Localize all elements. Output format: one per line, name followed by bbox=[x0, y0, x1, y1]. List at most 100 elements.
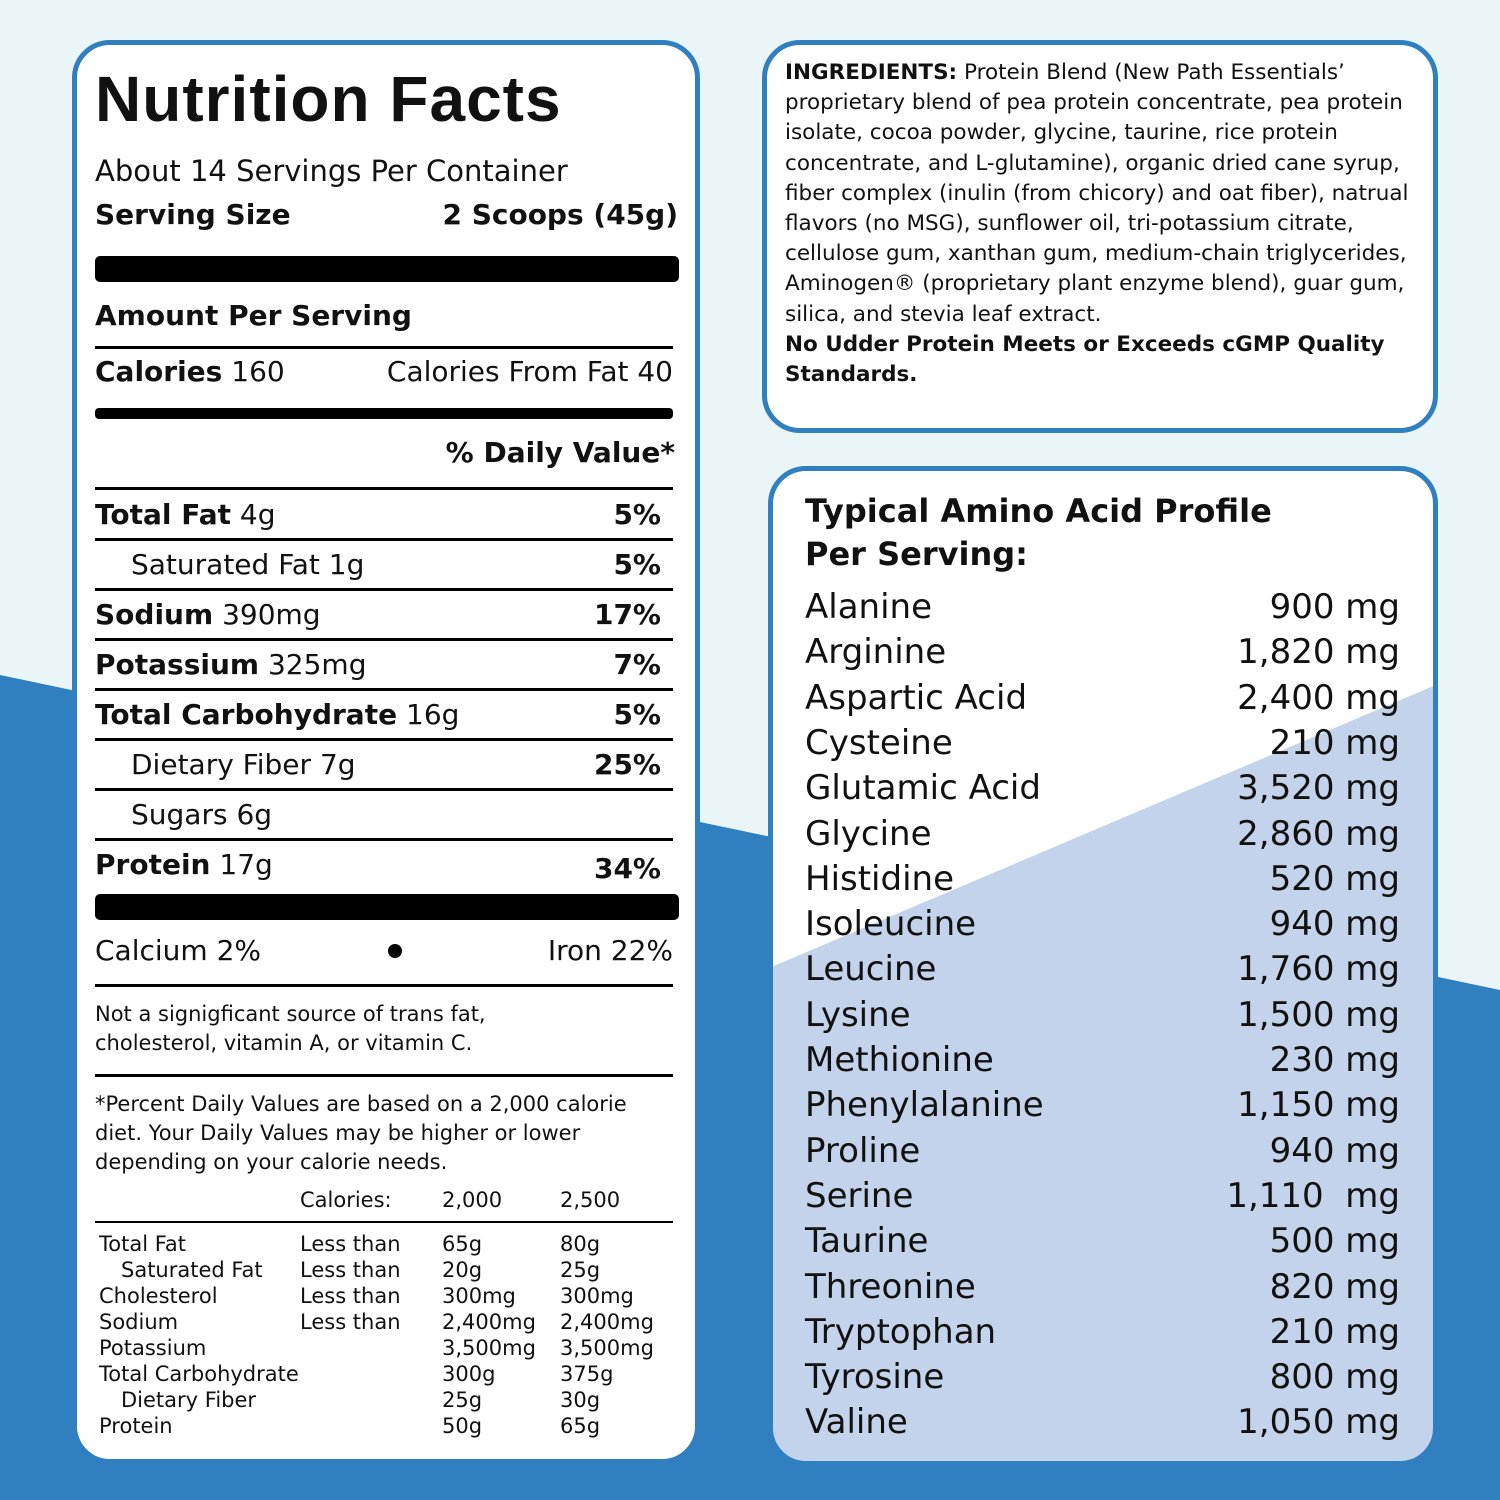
amino-name: Leucine bbox=[805, 949, 937, 990]
amino-name: Phenylalanine bbox=[805, 1085, 1044, 1126]
footnote: *Percent Daily Values are based on a 2,0… bbox=[95, 1092, 627, 1174]
nutrient-dv: 25% bbox=[593, 748, 661, 781]
nutrition-title: Nutrition Facts bbox=[95, 63, 562, 135]
dv-header: 2,500 bbox=[560, 1188, 621, 1212]
amino-amount: 940 mg bbox=[1269, 1130, 1400, 1171]
calories: Calories 160 bbox=[95, 355, 285, 388]
amino-amount: 210 mg bbox=[1269, 722, 1400, 763]
dv-nutrient: Dietary Fiber bbox=[121, 1388, 257, 1412]
rule bbox=[95, 688, 673, 691]
dv-cell: Less than bbox=[300, 1284, 401, 1308]
amino-amount: 1,500 mg bbox=[1237, 994, 1400, 1035]
amino-amount: 2,860 mg bbox=[1237, 813, 1400, 854]
rule bbox=[95, 984, 673, 987]
amino-amount: 800 mg bbox=[1269, 1357, 1400, 1398]
rule bbox=[95, 1074, 673, 1077]
dv-cell: 25g bbox=[442, 1388, 483, 1412]
rule bbox=[95, 788, 673, 791]
dv-cell: 3,500mg bbox=[560, 1336, 654, 1360]
dv-cell: 300mg bbox=[442, 1284, 516, 1308]
nutrient-label: Sodium bbox=[95, 598, 214, 631]
nutrient-dv: 5% bbox=[613, 548, 661, 581]
dv-header: Calories: bbox=[300, 1188, 392, 1212]
amino-amount: 520 mg bbox=[1269, 858, 1400, 899]
nutrient-row: Saturated Fat 1g 5% bbox=[95, 540, 661, 590]
dv-cell: 300g bbox=[442, 1362, 496, 1386]
amino-amount: 3,520 mg bbox=[1237, 768, 1400, 809]
amino-name: Glutamic Acid bbox=[805, 768, 1041, 809]
nutrient-amount: 17g bbox=[219, 848, 273, 881]
calories-from-fat: Calories From Fat 40 bbox=[386, 355, 673, 388]
amino-name: Arginine bbox=[805, 632, 947, 673]
dv-cell: 30g bbox=[560, 1388, 601, 1412]
amino-amount: 900 mg bbox=[1269, 587, 1400, 627]
nutrient-amount: 325mg bbox=[267, 648, 367, 681]
rule bbox=[95, 838, 673, 841]
ingredients-label: INGREDIENTS: bbox=[785, 60, 958, 85]
nutrient-label: Sugars 6g bbox=[131, 798, 273, 831]
dv-cell: Less than bbox=[300, 1310, 401, 1334]
amino-name: Proline bbox=[805, 1130, 921, 1171]
thick-bar bbox=[95, 256, 679, 282]
nutrient-dv: 34% bbox=[593, 852, 661, 885]
dv-cell: 20g bbox=[442, 1258, 483, 1282]
rule bbox=[95, 346, 673, 349]
dv-cell: 65g bbox=[560, 1414, 601, 1438]
ingredients: INGREDIENTS: Protein Blend (New Path Ess… bbox=[785, 58, 1425, 390]
ingredients-text: Protein Blend (New Path Essentials’ prop… bbox=[785, 60, 1409, 327]
amino-name: Glycine bbox=[805, 813, 932, 854]
amino-amount: 1,760 mg bbox=[1237, 949, 1400, 990]
calories-label: Calories bbox=[95, 355, 223, 388]
amino-name: Lysine bbox=[805, 994, 911, 1035]
nutrient-dv: 5% bbox=[613, 698, 661, 731]
amino-amount: 1,820 mg bbox=[1237, 632, 1400, 673]
nutrient-dv: 17% bbox=[593, 598, 661, 631]
dv-nutrient: Cholesterol bbox=[99, 1284, 218, 1308]
amino-name: Valine bbox=[805, 1402, 908, 1443]
dv-header: 2,000 bbox=[442, 1188, 503, 1212]
amino-name: Taurine bbox=[805, 1221, 929, 1262]
dv-nutrient: Sodium bbox=[99, 1310, 179, 1334]
amino-name: Tyrosine bbox=[805, 1357, 945, 1398]
ingredients-panel bbox=[762, 40, 1438, 433]
nutrient-row: Protein 17g 34% bbox=[95, 840, 661, 890]
dv-cell: 65g bbox=[442, 1232, 483, 1256]
nutrient-amount: 390mg bbox=[222, 598, 321, 631]
amino-name: Methionine bbox=[805, 1040, 994, 1080]
amino-amount: 1,050 mg bbox=[1237, 1402, 1400, 1443]
amino-title: Typical Amino Acid Profile Per Serving: bbox=[805, 492, 1272, 573]
amino-name: Alanine bbox=[805, 587, 933, 627]
amino-name: Isoleucine bbox=[805, 904, 977, 945]
rule bbox=[95, 638, 673, 641]
amount-per-serving: Amount Per Serving bbox=[95, 299, 412, 332]
nutrient-label: Total Fat bbox=[95, 498, 232, 531]
dv-cell: 300mg bbox=[560, 1284, 634, 1308]
dv-cell: 50g bbox=[442, 1414, 483, 1438]
nutrient-row: Total Fat 4g 5% bbox=[95, 490, 661, 540]
amino-amount: 1,150 mg bbox=[1237, 1085, 1400, 1126]
nutrient-row: Total Carbohydrate 16g 5% bbox=[95, 690, 661, 740]
dv-nutrient: Total Carbohydrate bbox=[99, 1362, 299, 1386]
dv-nutrient: Total Fat bbox=[99, 1232, 186, 1256]
amino-amount: 230 mg bbox=[1269, 1040, 1400, 1080]
dv-nutrient: Protein bbox=[99, 1414, 173, 1438]
dv-cell: 375g bbox=[560, 1362, 614, 1386]
dv-cell: Less than bbox=[300, 1258, 401, 1282]
nutrient-row: Potassium 325mg 7% bbox=[95, 640, 661, 690]
rule bbox=[95, 588, 673, 591]
dv-cell: Less than bbox=[300, 1232, 401, 1256]
dv-cell: 2,400mg bbox=[560, 1310, 654, 1334]
quality-statement: No Udder Protein Meets or Exceeds cGMP Q… bbox=[785, 331, 1385, 388]
rule bbox=[95, 487, 673, 490]
nutrient-label: Dietary Fiber 7g bbox=[131, 748, 356, 781]
nutrient-label: Total Carbohydrate bbox=[95, 698, 398, 731]
daily-value-header: % Daily Value* bbox=[445, 436, 675, 469]
nutrient-amount: 4g bbox=[239, 498, 276, 531]
nutrient-row: Dietary Fiber 7g 25% bbox=[95, 740, 661, 790]
calories-value: 160 bbox=[231, 355, 285, 388]
rule bbox=[95, 1221, 673, 1223]
dv-cell: 3,500mg bbox=[442, 1336, 536, 1360]
amino-amount: 1,110 mg bbox=[1226, 1175, 1400, 1216]
amino-name: Serine bbox=[805, 1175, 914, 1216]
